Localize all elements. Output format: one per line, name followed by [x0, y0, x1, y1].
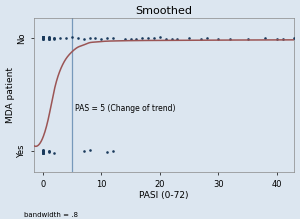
Point [105, 150, 110, 154]
Point [40, 150, 45, 154]
Point [40, 149, 45, 152]
Point [40, 151, 45, 154]
Point [87, 148, 92, 152]
Point [128, 37, 133, 41]
Point [40, 36, 45, 40]
Point [40, 35, 45, 39]
Point [40, 35, 45, 39]
Point [40, 35, 45, 39]
Point [146, 36, 151, 40]
Point [40, 151, 45, 154]
Text: PAS = 5 (Change of trend): PAS = 5 (Change of trend) [75, 104, 176, 113]
Point [40, 151, 45, 154]
Point [40, 35, 45, 39]
Point [228, 37, 232, 41]
Point [40, 36, 45, 40]
Point [58, 36, 63, 40]
Point [52, 151, 57, 154]
Point [175, 37, 180, 41]
Point [40, 149, 45, 153]
Point [40, 151, 45, 154]
Point [40, 149, 45, 153]
Point [187, 36, 191, 39]
Point [99, 38, 104, 41]
X-axis label: PASI (0-72): PASI (0-72) [140, 191, 189, 200]
Point [274, 37, 279, 41]
Point [40, 37, 45, 41]
Point [64, 36, 69, 40]
Point [105, 36, 110, 39]
Point [46, 150, 51, 153]
Point [40, 150, 45, 154]
Point [46, 150, 51, 154]
Point [40, 36, 45, 39]
Point [134, 37, 139, 40]
Point [46, 150, 51, 153]
Point [40, 148, 45, 152]
Point [52, 38, 57, 41]
Y-axis label: MDA patient: MDA patient [6, 67, 15, 123]
Point [198, 37, 203, 41]
Point [40, 35, 45, 39]
Point [40, 37, 45, 40]
Point [292, 37, 297, 40]
Point [152, 37, 156, 40]
Point [40, 36, 45, 39]
Point [40, 149, 45, 153]
Point [93, 36, 98, 39]
Point [40, 36, 45, 40]
Point [40, 36, 45, 40]
Point [40, 37, 45, 40]
Point [40, 35, 45, 39]
Point [40, 150, 45, 154]
Point [40, 35, 45, 39]
Point [40, 150, 45, 153]
Point [204, 37, 209, 40]
Point [46, 37, 51, 41]
Point [40, 151, 45, 154]
Point [169, 37, 174, 41]
Point [40, 36, 45, 40]
Point [245, 37, 250, 41]
Point [216, 37, 221, 41]
Point [46, 37, 51, 41]
Point [52, 36, 57, 40]
Point [46, 36, 51, 40]
Point [158, 35, 162, 39]
Point [122, 37, 127, 41]
Point [52, 36, 57, 40]
Point [163, 37, 168, 41]
Point [46, 37, 51, 40]
Point [46, 36, 51, 39]
Point [280, 37, 285, 41]
Point [81, 150, 86, 153]
Point [111, 36, 116, 39]
Point [40, 148, 45, 152]
Point [40, 151, 45, 154]
Point [40, 36, 45, 39]
Point [111, 149, 116, 153]
Title: Smoothed: Smoothed [136, 5, 193, 16]
Point [40, 37, 45, 40]
Text: bandwidth = .8: bandwidth = .8 [24, 212, 78, 218]
Point [87, 37, 92, 40]
Point [40, 38, 45, 41]
Point [81, 37, 86, 40]
Point [46, 36, 51, 39]
Point [46, 35, 51, 39]
Point [140, 37, 145, 40]
Point [40, 37, 45, 41]
Point [40, 150, 45, 154]
Point [40, 35, 45, 39]
Point [76, 36, 80, 39]
Point [70, 35, 74, 39]
Point [46, 37, 51, 41]
Point [263, 36, 268, 39]
Point [40, 36, 45, 39]
Point [40, 37, 45, 40]
Point [46, 37, 51, 40]
Point [40, 149, 45, 152]
